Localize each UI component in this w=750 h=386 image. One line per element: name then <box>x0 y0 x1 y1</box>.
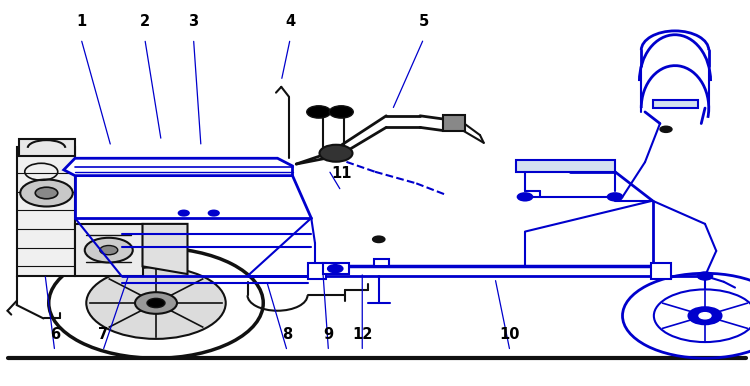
Text: 9: 9 <box>323 327 334 342</box>
Circle shape <box>328 265 343 273</box>
Polygon shape <box>516 160 615 172</box>
Circle shape <box>518 193 532 201</box>
Text: 2: 2 <box>140 14 150 29</box>
Circle shape <box>35 187 58 199</box>
Circle shape <box>608 193 622 201</box>
Text: 12: 12 <box>352 327 373 342</box>
Circle shape <box>178 210 189 216</box>
Polygon shape <box>652 100 698 108</box>
Polygon shape <box>64 158 292 176</box>
Polygon shape <box>651 263 671 279</box>
Circle shape <box>20 179 73 207</box>
Text: 1: 1 <box>76 14 86 29</box>
Circle shape <box>320 145 352 162</box>
Text: 5: 5 <box>419 14 429 29</box>
Polygon shape <box>308 263 326 279</box>
Circle shape <box>699 313 711 319</box>
Text: 8: 8 <box>282 327 292 342</box>
Circle shape <box>147 298 165 308</box>
Polygon shape <box>374 259 388 266</box>
Circle shape <box>373 236 385 242</box>
Polygon shape <box>19 139 75 156</box>
Text: 11: 11 <box>331 166 352 181</box>
Circle shape <box>688 307 722 324</box>
Circle shape <box>660 126 672 132</box>
Text: 4: 4 <box>285 14 296 29</box>
Polygon shape <box>322 263 349 274</box>
Circle shape <box>209 210 219 216</box>
Polygon shape <box>442 115 465 131</box>
Circle shape <box>307 106 331 118</box>
Polygon shape <box>16 147 75 276</box>
Text: 7: 7 <box>98 327 108 342</box>
Text: 6: 6 <box>50 327 60 342</box>
Circle shape <box>329 106 353 118</box>
Text: 3: 3 <box>188 14 199 29</box>
Circle shape <box>86 267 226 339</box>
Polygon shape <box>75 224 142 276</box>
Text: 10: 10 <box>500 327 520 342</box>
Circle shape <box>698 272 712 280</box>
Polygon shape <box>142 224 188 274</box>
Circle shape <box>135 292 177 314</box>
Circle shape <box>100 245 118 255</box>
Circle shape <box>85 238 133 262</box>
